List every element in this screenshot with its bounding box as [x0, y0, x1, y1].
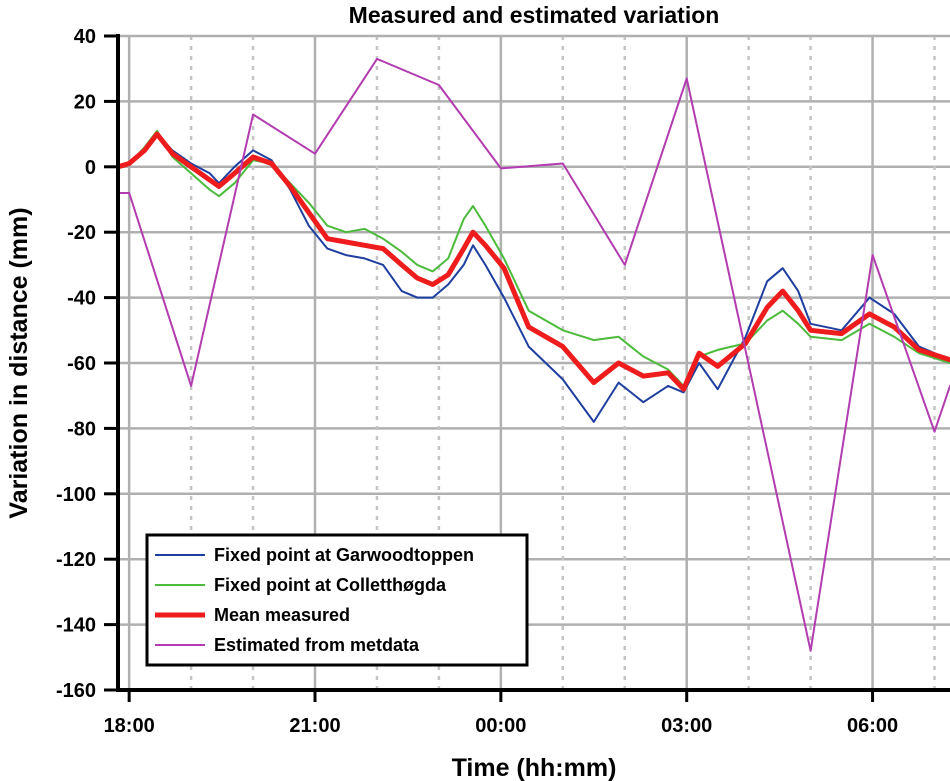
- y-tick-label: -40: [67, 288, 96, 310]
- axes: 40 20 0 -20 -40 -60 -80 -100 -120 -140 -160 18:00 21…: [56, 26, 950, 737]
- legend-label: Mean measured: [214, 605, 350, 625]
- legend: Fixed point at Garwoodtoppen Fixed point …: [145, 533, 529, 667]
- y-tick-label: 0: [85, 157, 96, 179]
- y-tick-label: -80: [67, 418, 96, 440]
- x-tick-label: 03:00: [661, 715, 712, 737]
- plot-area: [115, 57, 950, 652]
- chart-title: Measured and estimated variation: [349, 2, 720, 28]
- legend-box: [145, 533, 529, 667]
- y-tick-label: 20: [74, 91, 96, 113]
- series-line-fixed-point-at-colletth-gda: [117, 129, 950, 387]
- series-line-fixed-point-at-garwoodtoppen: [117, 133, 950, 423]
- legend-label: Fixed point at Colletthøgda: [214, 575, 447, 595]
- legend-label: Estimated from metdata: [214, 635, 420, 655]
- y-tick-label: -120: [56, 549, 96, 571]
- y-tick-label: 40: [74, 26, 96, 48]
- y-tick-label: -20: [67, 222, 96, 244]
- x-axis-label: Time (hh:mm): [452, 754, 617, 781]
- y-tick-label: -100: [56, 484, 96, 506]
- y-tick-label: -160: [56, 680, 96, 702]
- y-axis-label: Variation in distance (mm): [5, 207, 33, 518]
- x-tick-label: 18:00: [104, 715, 155, 737]
- legend-label: Fixed point at Garwoodtoppen: [214, 545, 474, 565]
- x-tick-label: 21:00: [289, 715, 340, 737]
- y-tick-label: -60: [67, 353, 96, 375]
- x-tick-label: 00:00: [475, 715, 526, 737]
- y-tick-label: -140: [56, 615, 96, 637]
- x-tick-label: 06:00: [847, 715, 898, 737]
- series-line-estimated-from-metdata: [117, 57, 950, 652]
- series-line-mean-measured: [115, 131, 950, 392]
